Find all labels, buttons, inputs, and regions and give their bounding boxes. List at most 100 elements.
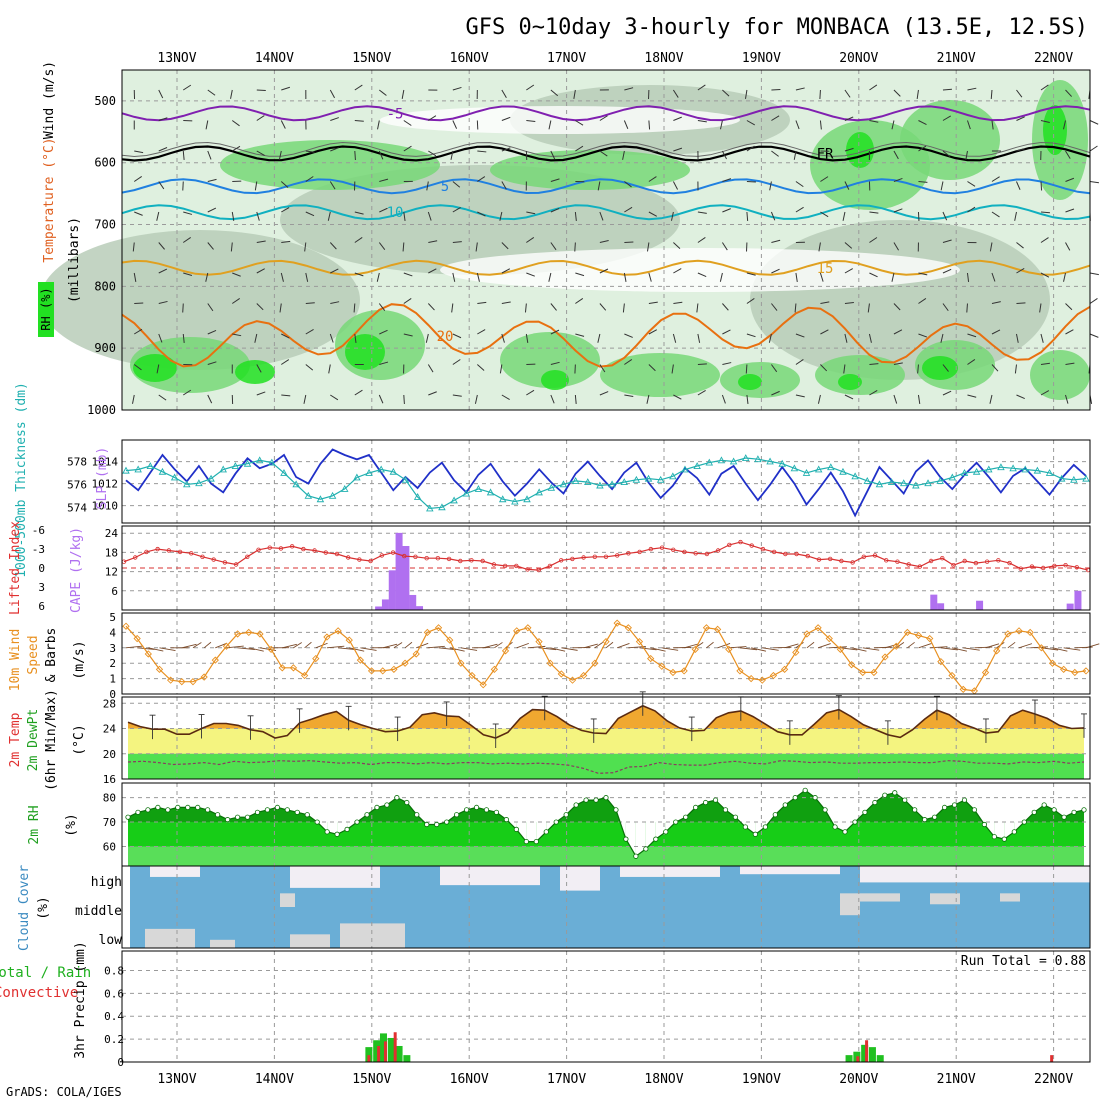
rh-marker bbox=[384, 802, 390, 808]
wind-barb bbox=[232, 272, 241, 277]
wind-barb bbox=[622, 150, 625, 160]
cloud-middle bbox=[1000, 893, 1020, 902]
tick-label: 1 bbox=[109, 673, 116, 686]
rh-marker bbox=[543, 829, 549, 835]
rh-marker bbox=[712, 797, 719, 803]
li-marker bbox=[301, 546, 306, 552]
rh-marker bbox=[125, 814, 131, 820]
rh-marker bbox=[324, 829, 330, 835]
wind-barb bbox=[207, 242, 214, 250]
temp-line bbox=[127, 704, 1085, 739]
tick-label: 13NOV bbox=[157, 51, 196, 66]
rh-region bbox=[738, 374, 762, 390]
rh2m-unit-label: (%) bbox=[64, 813, 79, 836]
wind-barb bbox=[378, 242, 386, 250]
wind-barb bbox=[989, 394, 993, 404]
temp-unit-label: (°C) bbox=[72, 724, 87, 755]
temperature-panel: 16 20 24 28 2m Temp 2m DewPt (6hr Min/Max) (°C) bbox=[8, 689, 1091, 791]
upper-air-panel: -5 FR 5 10 15 20 500 600 700 800 900 1000 RH (%) Temp… bbox=[38, 61, 1099, 417]
wind-speed-marker bbox=[814, 624, 822, 632]
rh-mask bbox=[327, 783, 338, 835]
li-marker bbox=[715, 548, 721, 553]
wind-barb bbox=[942, 364, 949, 372]
temperature-contour bbox=[121, 204, 1091, 221]
tick-label: 24 bbox=[105, 527, 119, 540]
wind-barb bbox=[550, 178, 560, 182]
thickness-marker bbox=[1082, 474, 1090, 482]
wind-speed-marker bbox=[647, 654, 655, 663]
rh-marker bbox=[304, 812, 310, 818]
temperature-contour bbox=[121, 178, 1091, 195]
wind-barb bbox=[330, 394, 339, 401]
wind-barb bbox=[403, 333, 413, 337]
wind-speed-marker bbox=[993, 647, 1001, 655]
li-marker bbox=[1018, 566, 1023, 571]
wind-barb bbox=[771, 303, 778, 311]
wind-barb bbox=[452, 207, 461, 213]
wind-barb bbox=[771, 390, 780, 396]
thickness-marker bbox=[377, 465, 385, 473]
wind-barb bbox=[379, 178, 389, 182]
thickness-marker bbox=[268, 458, 276, 466]
wind-barb bbox=[844, 333, 848, 343]
rh-region bbox=[490, 150, 690, 190]
li-marker bbox=[805, 553, 810, 559]
wind-barb bbox=[1040, 237, 1049, 243]
wind-barb bbox=[1016, 116, 1025, 121]
wind-barb bbox=[895, 642, 905, 649]
wind-barb bbox=[1063, 647, 1081, 651]
wind-barb bbox=[330, 147, 339, 152]
li-marker bbox=[839, 558, 844, 564]
wind-barb bbox=[746, 120, 756, 126]
wind-barb bbox=[991, 301, 1001, 304]
tick-label: 19NOV bbox=[742, 51, 781, 66]
tick-label: 5 bbox=[441, 179, 449, 195]
wind-barb bbox=[305, 302, 315, 304]
rh-mask bbox=[1004, 783, 1015, 840]
li-marker bbox=[626, 551, 631, 556]
rh-mask bbox=[546, 783, 557, 832]
thickness-marker bbox=[778, 459, 786, 467]
wind-barb bbox=[501, 242, 509, 250]
rh-marker bbox=[613, 807, 619, 813]
wind-barb bbox=[721, 150, 727, 160]
li-marker bbox=[166, 548, 172, 553]
li-marker bbox=[357, 557, 362, 562]
wind-barb bbox=[474, 394, 478, 404]
rh-mask bbox=[337, 783, 348, 835]
precip-total-bar bbox=[861, 1044, 869, 1062]
rh-area-light bbox=[128, 846, 1084, 866]
wind-barb bbox=[985, 643, 1000, 649]
wind-speed-marker bbox=[457, 659, 465, 667]
wind-barb bbox=[183, 272, 193, 277]
wind-barb bbox=[918, 181, 928, 183]
rh-marker bbox=[404, 799, 410, 806]
li-marker bbox=[760, 546, 766, 552]
wind-speed-marker bbox=[423, 628, 432, 637]
wind-speed-marker bbox=[412, 650, 420, 658]
wind-barb bbox=[354, 84, 363, 91]
wind-barb bbox=[256, 115, 265, 121]
wind-barb bbox=[794, 303, 797, 313]
rh-mask bbox=[645, 783, 656, 849]
wind-barb bbox=[672, 333, 677, 343]
li-marker bbox=[1074, 565, 1079, 570]
rh-marker bbox=[792, 795, 798, 801]
rh-marker bbox=[882, 792, 888, 798]
wind-speed-marker bbox=[903, 628, 912, 637]
cloud-low bbox=[290, 934, 330, 948]
panel-frame bbox=[121, 525, 1091, 611]
precip-total-label: Total / Rain bbox=[0, 965, 91, 981]
wind-barb bbox=[377, 120, 380, 130]
tick-label: 3 bbox=[38, 581, 45, 594]
wind-barb bbox=[360, 647, 377, 651]
wind-barb bbox=[942, 150, 951, 158]
li-marker bbox=[704, 551, 710, 557]
wind-barb bbox=[869, 237, 878, 243]
wind-barb bbox=[1089, 333, 1099, 338]
tick-label: 28 bbox=[103, 697, 116, 710]
wind-barb bbox=[818, 242, 821, 252]
rh-label: RH (%) bbox=[39, 287, 53, 330]
wind-barb bbox=[771, 115, 780, 121]
